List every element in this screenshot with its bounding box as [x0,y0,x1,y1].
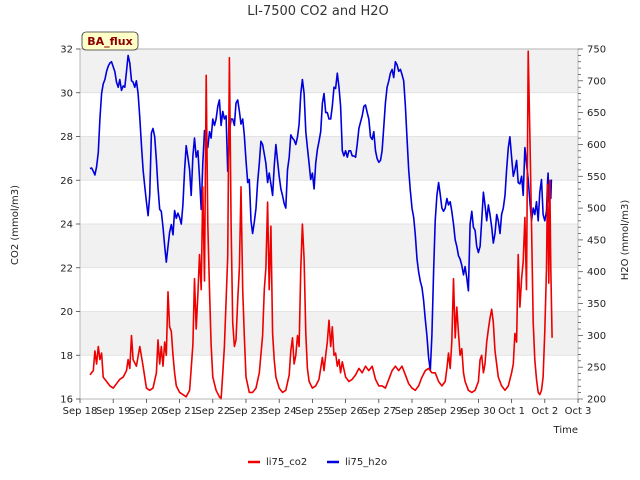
y-right-tick-label: 600 [587,140,606,151]
badge: BA_flux [81,31,139,51]
y-right-tick-label: 550 [587,172,606,183]
x-tick-label: Sep 21 [162,406,197,417]
y-right-tick-label: 350 [587,299,606,310]
x-tick-label: Sep 18 [63,406,98,417]
background-band [80,92,578,137]
y-axis-right-title: H2O (mmol/m3) [620,200,631,281]
legend-label-h2o: li75_h2o [345,457,387,468]
y-axis-left-title: CO2 (mmol/m3) [10,185,21,265]
background-band [80,136,578,181]
y-left-tick-label: 20 [60,307,73,318]
x-tick-label: Sep 26 [328,406,363,417]
x-tick-label: Sep 20 [129,406,164,417]
x-tick-label: Sep 27 [361,406,396,417]
background-band [80,49,578,93]
x-tick-label: Sep 29 [428,406,463,417]
series-line-li75_h2o [89,54,553,372]
background-band [80,224,578,268]
x-axis-title: Time [553,425,578,436]
y-left-tick-label: 26 [60,176,73,187]
background-band [80,180,578,224]
y-right-tick-label: 300 [587,331,606,342]
series-layer [89,50,553,400]
x-tick-label: Sep 22 [195,406,230,417]
legend-label-co2: li75_co2 [266,457,307,468]
y-right-tick-label: 450 [587,235,606,246]
y-left-tick-label: 22 [60,263,73,274]
x-tick-label: Oct 1 [498,406,525,417]
y-right-tick-label: 700 [587,76,606,87]
y-left-tick-label: 24 [60,220,73,231]
chart-title: LI-7500 CO2 and H2O [247,4,389,19]
x-tick-label: Sep 24 [262,406,297,417]
x-tick-label: Oct 3 [565,406,592,417]
x-tick-label: Sep 25 [295,406,330,417]
y-left-tick-label: 28 [60,132,73,143]
y-right-tick-label: 650 [587,108,606,119]
y-left-tick-label: 16 [60,395,73,406]
badge-box [81,31,139,51]
background-band [80,311,578,356]
y-left-tick-label: 30 [60,88,73,99]
x-tick-label: Sep 28 [395,406,430,417]
x-tick-label: Sep 19 [96,406,131,417]
x-tick-label: Sep 23 [229,406,264,417]
y-left-tick-label: 18 [60,351,73,362]
y-right-tick-label: 400 [587,267,606,278]
x-tick-label: Sep 30 [461,406,496,417]
series-line-li75_co2 [89,50,553,400]
background-band [80,267,578,312]
legend: li75_co2 li75_h2o [248,457,387,468]
right-axis: 200 250 300 350 400 450 500 550 600 650 700 750 [578,45,606,406]
y-right-tick-label: 200 [587,395,606,406]
y-right-tick-label: 500 [587,204,606,215]
x-tick-label: Oct 2 [531,406,558,417]
left-axis: 16 18 20 22 24 26 28 30 32 [60,45,80,406]
badge-label: BA_flux [87,35,132,48]
y-right-tick-label: 250 [587,363,606,374]
y-left-tick-label: 32 [60,45,73,56]
y-right-tick-label: 750 [587,45,606,56]
